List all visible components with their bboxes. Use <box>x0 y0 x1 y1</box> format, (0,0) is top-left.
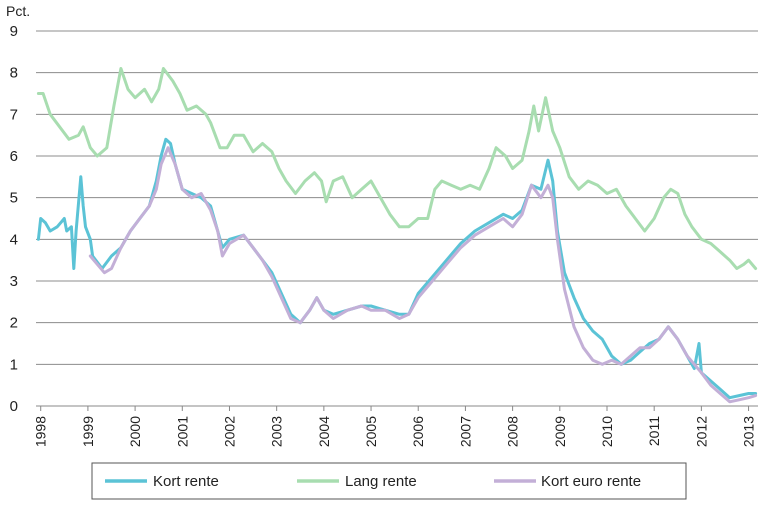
x-tick-label-2009: 2009 <box>552 416 568 447</box>
y-tick-label-9: 9 <box>10 23 18 40</box>
x-tick-label-2006: 2006 <box>410 416 426 447</box>
x-tick-label-1999: 1999 <box>80 416 96 447</box>
legend-label-kort-euro-rente: Kort euro rente <box>541 473 641 490</box>
grid-lines <box>36 30 758 365</box>
x-tick-label-2004: 2004 <box>316 416 332 447</box>
y-axis-ticks: 0 1 2 3 4 5 6 7 8 9 <box>10 23 18 415</box>
y-tick-label-6: 6 <box>10 148 18 165</box>
legend-box <box>91 462 687 500</box>
x-tick-label-2011: 2011 <box>646 416 662 446</box>
x-tick-label-2007: 2007 <box>457 416 473 447</box>
series-lines <box>36 67 758 404</box>
y-tick-label-5: 5 <box>10 190 18 207</box>
x-tick-label-2010: 2010 <box>599 416 615 447</box>
x-axis-ticks: 1998 1999 2000 2001 2002 2003 2004 2005 2006 2007… <box>33 406 757 447</box>
y-tick-label-7: 7 <box>10 106 18 123</box>
y-tick-label-1: 1 <box>10 356 18 373</box>
y-tick-label-2: 2 <box>10 315 18 332</box>
y-tick-label-3: 3 <box>10 273 18 290</box>
x-tick-label-2001: 2001 <box>174 416 190 447</box>
y-axis-unit-label: Pct. <box>6 3 30 19</box>
x-tick-label-1998: 1998 <box>33 416 49 447</box>
series-line-lang-rente <box>36 67 758 270</box>
x-tick-label-2008: 2008 <box>505 416 521 447</box>
x-tick-label-2000: 2000 <box>127 416 143 447</box>
x-tick-label-2002: 2002 <box>221 416 237 447</box>
series-line-kort-euro-rente <box>88 146 758 404</box>
series-line-kort-rente <box>36 137 758 400</box>
y-tick-label-4: 4 <box>10 231 18 248</box>
y-tick-label-0: 0 <box>10 398 18 415</box>
x-tick-label-2005: 2005 <box>363 416 379 447</box>
y-tick-label-8: 8 <box>10 65 18 82</box>
x-tick-label-2013: 2013 <box>741 416 757 447</box>
legend: Kort rente Lang rente Kort euro rente <box>91 462 687 500</box>
legend-label-lang-rente: Lang rente <box>345 473 417 490</box>
legend-label-kort-rente: Kort rente <box>153 473 219 490</box>
x-tick-label-2003: 2003 <box>269 416 285 447</box>
x-tick-label-2012: 2012 <box>693 416 709 447</box>
